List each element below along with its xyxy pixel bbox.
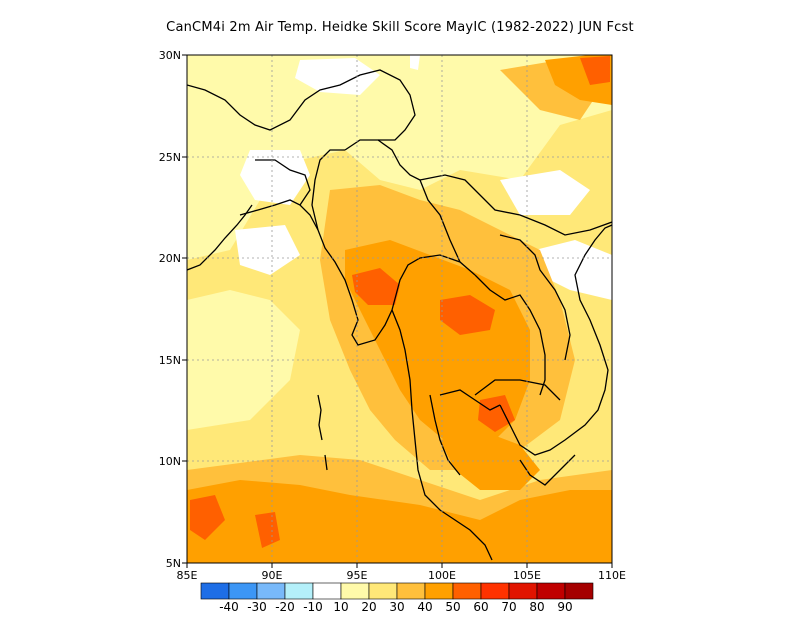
gridlines	[187, 55, 612, 563]
coast-myanmar-west	[317, 229, 393, 346]
colorbar-label: -10	[303, 600, 323, 614]
x-tick-label: 100E	[428, 569, 456, 582]
border-cambodia	[474, 379, 561, 401]
colorbar-swatch	[312, 582, 342, 600]
colorbar-label: -40	[219, 600, 239, 614]
x-axis-labels: 85E 90E 95E 100E 105E 110E	[177, 569, 626, 582]
field-level-10-20-north	[187, 55, 612, 260]
field-neutral-patch-bay	[235, 225, 300, 275]
colorbar-label: 60	[473, 600, 488, 614]
axis-tick-marks	[182, 54, 613, 568]
colorbar-label: -20	[275, 600, 295, 614]
x-tick-label: 95E	[347, 569, 368, 582]
colorbar-label: 90	[557, 600, 572, 614]
colorbar-label: 10	[333, 600, 348, 614]
field-level-50-60-gulf	[478, 395, 515, 432]
field-neutral-patch-northwest	[240, 150, 310, 205]
colorbar-swatch	[284, 582, 314, 600]
field-level-40-50-south	[187, 480, 612, 563]
skill-score-field	[187, 55, 612, 563]
y-tick-label: 10N	[159, 455, 181, 468]
field-level-40-50-gulf	[440, 430, 540, 490]
y-tick-label: 20N	[159, 252, 181, 265]
field-level-50-60-upper	[352, 268, 400, 305]
colorbar-swatch	[200, 582, 230, 600]
colorbar-swatch	[256, 582, 286, 600]
coastlines	[187, 69, 612, 561]
field-neutral-patch-far-east	[535, 240, 612, 300]
y-tick-label: 25N	[159, 151, 181, 164]
x-tick-label: 105E	[513, 569, 541, 582]
colorbar-labels: -40 -30 -20 -10 10 20 30 40 50 60 70 80 …	[219, 600, 572, 614]
colorbar: -40 -30 -20 -10 10 20 30 40 50 60 70 80 …	[200, 582, 594, 614]
border-china-south	[419, 174, 612, 236]
field-level-50-60-northeast	[580, 56, 610, 85]
colorbar-swatch	[564, 582, 594, 600]
x-tick-label: 85E	[177, 569, 198, 582]
coast-cambodia-vietnam	[499, 224, 612, 456]
colorbar-swatch	[340, 582, 370, 600]
border-laos-vietnam	[499, 234, 571, 361]
field-neutral-patch-north	[295, 58, 380, 95]
colorbar-swatch	[452, 582, 482, 600]
border-myanmar-china	[344, 139, 461, 263]
coast-nicobar-islands	[324, 454, 328, 471]
colorbar-label: -30	[247, 600, 267, 614]
y-tick-label: 30N	[159, 49, 181, 62]
y-tick-label: 5N	[166, 557, 181, 570]
field-level-50-60-middle	[440, 295, 495, 335]
border-himalaya	[187, 69, 416, 141]
colorbar-label: 20	[361, 600, 376, 614]
colorbar-swatch	[424, 582, 454, 600]
plot-frame	[186, 54, 613, 564]
colorbar-label: 70	[501, 600, 516, 614]
y-axis-labels: 5N 10N 15N 20N 25N 30N	[159, 49, 181, 570]
colorbar-label: 50	[445, 600, 460, 614]
colorbar-boxes	[200, 582, 594, 600]
map-title: CanCM4i 2m Air Temp. Heidke Skill Score …	[166, 20, 634, 35]
border-thailand-laos	[474, 274, 546, 396]
coast-gulf-of-thailand	[439, 389, 501, 411]
colorbar-swatch	[508, 582, 538, 600]
coast-india-east	[187, 204, 253, 271]
colorbar-swatch	[396, 582, 426, 600]
colorbar-swatch	[228, 582, 258, 600]
field-neutral-patch-east	[500, 170, 590, 215]
colorbar-label: 80	[529, 600, 544, 614]
x-tick-label: 90E	[262, 569, 283, 582]
colorbar-label: 40	[417, 600, 432, 614]
border-india-myanmar	[311, 149, 345, 231]
coast-myanmar-south	[391, 309, 493, 561]
y-tick-label: 15N	[159, 354, 181, 367]
colorbar-swatch	[368, 582, 398, 600]
x-tick-label: 110E	[598, 569, 626, 582]
colorbar-swatch	[536, 582, 566, 600]
field-level-50-60-southwest-b	[255, 512, 280, 548]
field-neutral-patch-small	[410, 55, 420, 70]
field-level-50-60-southwest-a	[190, 495, 225, 540]
coast-bay-of-bengal-north	[239, 199, 319, 231]
coast-malay-east	[429, 394, 461, 476]
colorbar-swatch	[480, 582, 510, 600]
coast-andaman-islands	[317, 394, 323, 441]
colorbar-label: 30	[389, 600, 404, 614]
